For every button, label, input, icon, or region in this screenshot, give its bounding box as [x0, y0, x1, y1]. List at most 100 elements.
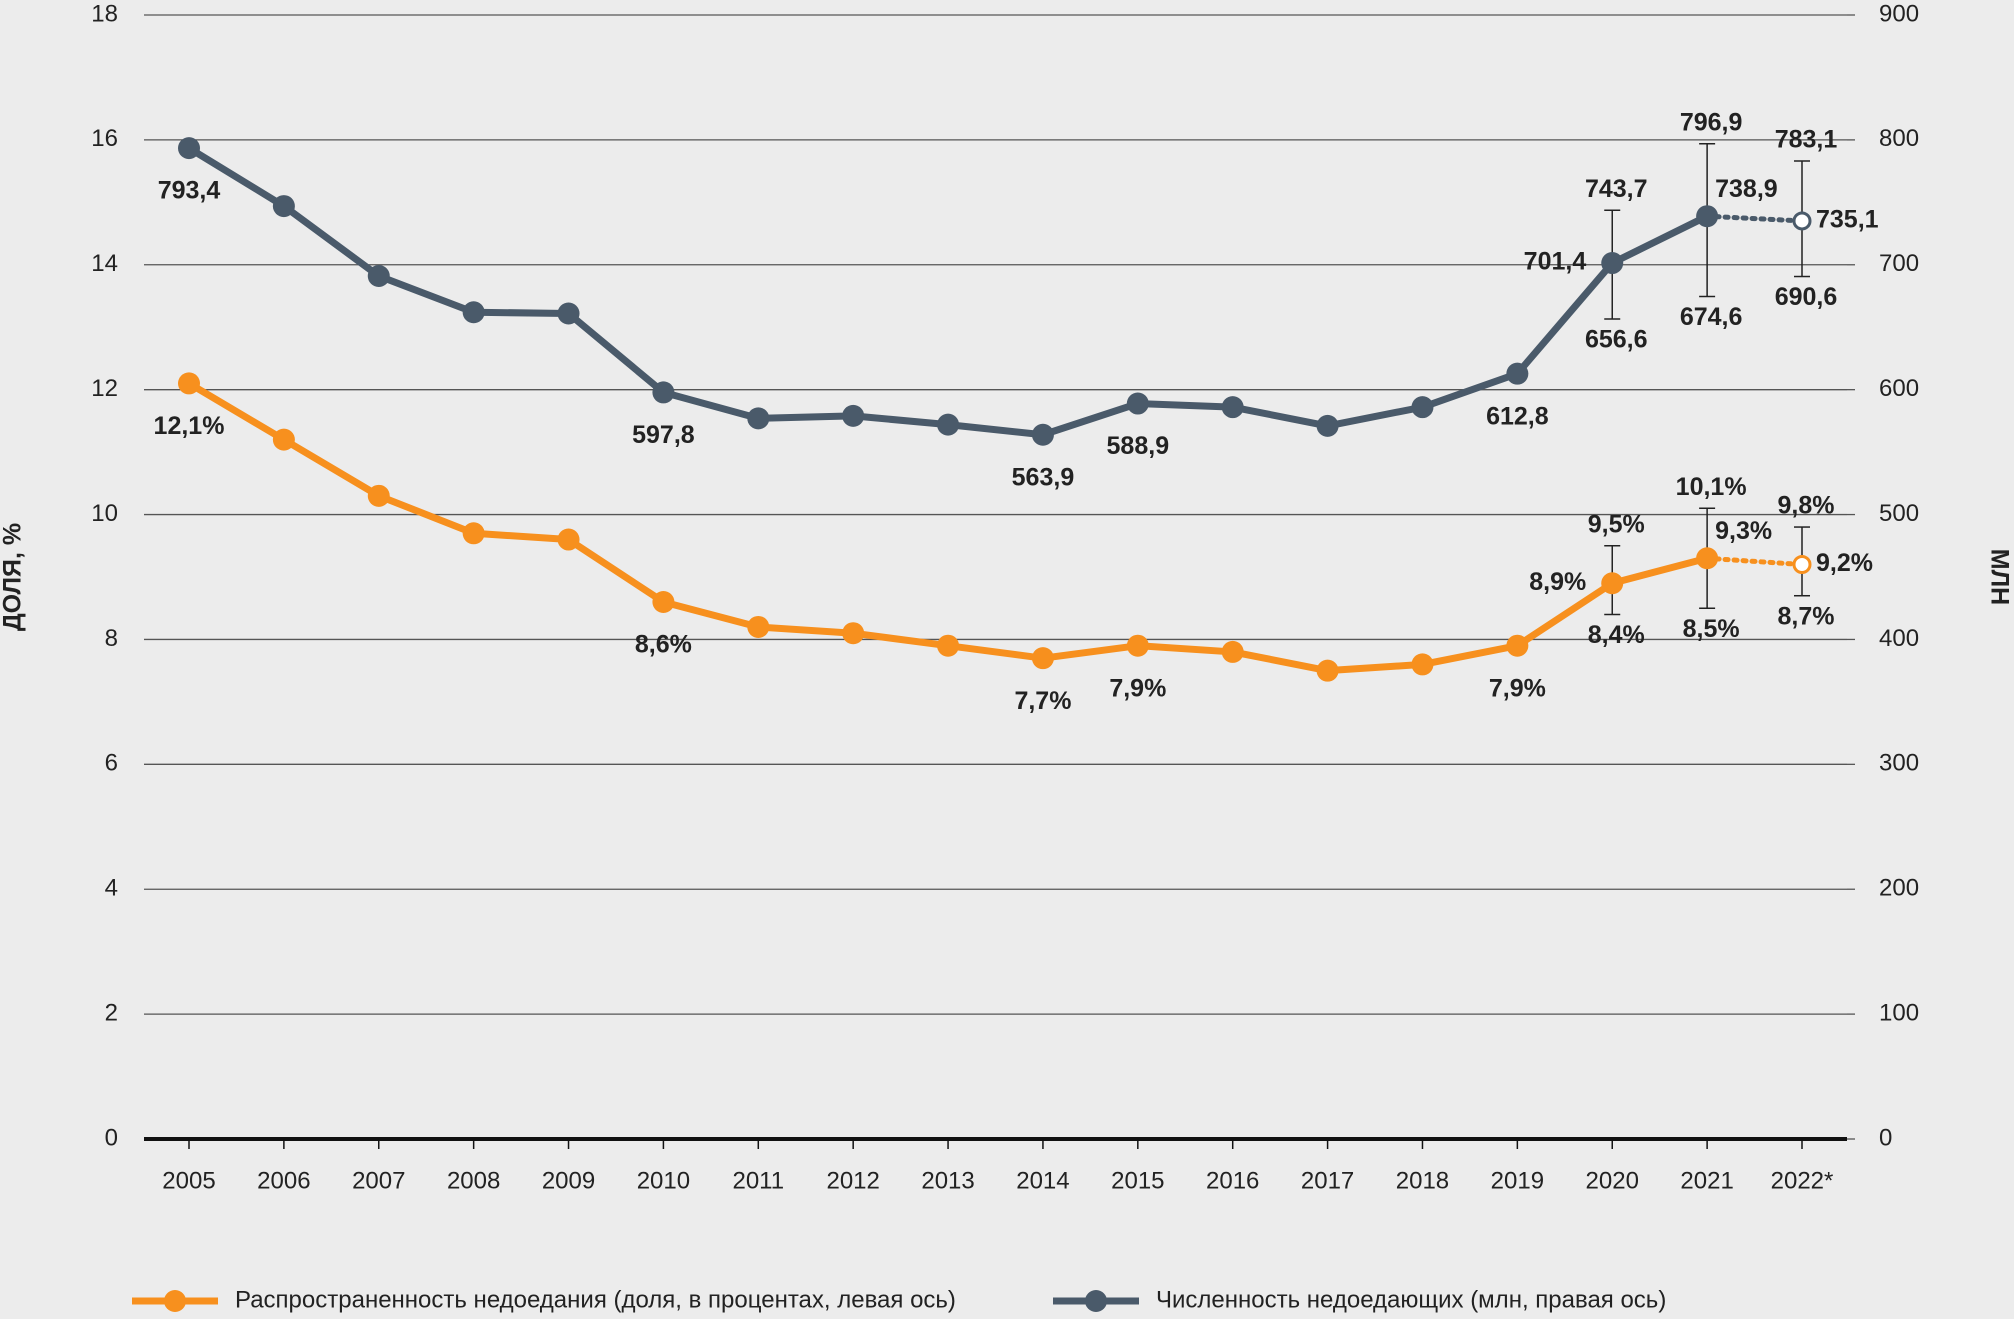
x-tick-label: 2014 — [1016, 1167, 1069, 1194]
x-tick-label: 2021 — [1680, 1167, 1733, 1194]
y-tick-label: 6 — [105, 750, 118, 777]
error-upper-label: 796,9 — [1680, 108, 1743, 136]
data-label: 8,6% — [635, 631, 692, 659]
point — [842, 404, 865, 427]
data-label: 612,8 — [1486, 402, 1549, 430]
y-tick-label: 18 — [91, 0, 118, 27]
data-label: 12,1% — [154, 412, 225, 440]
data-label: 7,7% — [1014, 687, 1071, 715]
legend-marker — [1085, 1290, 1107, 1312]
point — [842, 622, 865, 645]
x-tick-label: 2005 — [162, 1167, 215, 1194]
point — [1316, 414, 1339, 437]
legend-label: Распространенность недоедания (доля, в п… — [235, 1286, 956, 1313]
y-tick-label: 12 — [91, 375, 118, 402]
point — [1411, 653, 1434, 676]
y-tick-label: 14 — [91, 250, 118, 277]
y2-tick-label: 100 — [1879, 999, 1919, 1026]
y2-tick-label: 400 — [1879, 625, 1919, 652]
x-tick-label: 2022* — [1771, 1167, 1834, 1194]
dotted-line — [1704, 213, 1805, 224]
point — [1506, 362, 1529, 385]
x-tick-label: 2016 — [1206, 1167, 1259, 1194]
point — [1601, 252, 1624, 275]
x-tick-label: 2007 — [352, 1167, 405, 1194]
y-tick-label: 4 — [105, 875, 118, 902]
x-tick-label: 2019 — [1491, 1167, 1544, 1194]
point — [1221, 640, 1244, 663]
data-label: 735,1 — [1816, 206, 1879, 234]
point — [1411, 396, 1434, 419]
data-label: 588,9 — [1107, 432, 1170, 460]
data-label: 563,9 — [1012, 463, 1075, 491]
y2-tick-label: 500 — [1879, 500, 1919, 527]
error-upper-label: 10,1% — [1676, 473, 1747, 501]
error-upper-label: 9,8% — [1778, 492, 1835, 520]
point — [1221, 396, 1244, 419]
point — [1696, 205, 1719, 228]
x-tick-label: 2020 — [1586, 1167, 1639, 1194]
point — [1031, 647, 1054, 670]
y-tick-label: 0 — [105, 1124, 118, 1151]
data-label: 738,9 — [1715, 175, 1778, 203]
y2-axis-title: МЛН — [1985, 549, 2013, 605]
point — [652, 381, 675, 404]
point — [462, 522, 485, 545]
point — [1126, 634, 1149, 657]
data-label: 9,3% — [1715, 517, 1772, 545]
x-tick-label: 2009 — [542, 1167, 595, 1194]
x-tick-label: 2013 — [921, 1167, 974, 1194]
point — [937, 634, 960, 657]
point — [1601, 572, 1624, 595]
point — [462, 301, 485, 324]
point — [747, 407, 770, 430]
y-tick-label: 8 — [105, 625, 118, 652]
error-lower-label: 690,6 — [1775, 283, 1838, 311]
y2-tick-label: 0 — [1879, 1124, 1892, 1151]
point — [1031, 423, 1054, 446]
x-tick-label: 2006 — [257, 1167, 310, 1194]
x-tick-label: 2017 — [1301, 1167, 1354, 1194]
data-label: 793,4 — [158, 177, 221, 205]
data-label: 701,4 — [1524, 248, 1587, 276]
legend-marker — [164, 1290, 186, 1312]
x-tick-label: 2015 — [1111, 1167, 1164, 1194]
point — [652, 590, 675, 613]
x-tick-label: 2012 — [826, 1167, 879, 1194]
y2-tick-label: 800 — [1879, 125, 1919, 152]
data-label: 7,9% — [1489, 674, 1546, 702]
dotted-line — [1704, 555, 1805, 568]
error-lower-label: 674,6 — [1680, 303, 1743, 331]
error-lower-label: 8,4% — [1588, 621, 1645, 649]
legend-label: Численность недоедающих (млн, правая ось… — [1156, 1286, 1666, 1313]
point — [367, 484, 390, 507]
data-label: 597,8 — [632, 421, 695, 449]
point — [178, 137, 200, 160]
point — [367, 265, 390, 288]
error-lower-label: 8,7% — [1778, 602, 1835, 630]
x-tick-label: 2018 — [1396, 1167, 1449, 1194]
point — [1126, 392, 1149, 415]
y-tick-label: 10 — [91, 500, 118, 527]
point — [1792, 555, 1812, 575]
point — [1696, 547, 1719, 570]
y2-tick-label: 600 — [1879, 375, 1919, 402]
point — [272, 428, 295, 451]
y2-tick-label: 900 — [1879, 0, 1919, 27]
point — [178, 372, 200, 395]
error-upper-label: 9,5% — [1588, 510, 1645, 538]
y-tick-label: 16 — [91, 125, 118, 152]
data-label: 9,2% — [1816, 549, 1873, 577]
point — [1316, 659, 1339, 682]
error-upper-label: 783,1 — [1775, 126, 1838, 154]
point — [557, 302, 580, 325]
y-tick-label: 2 — [105, 999, 118, 1026]
point — [1792, 211, 1812, 231]
data-label: 7,9% — [1109, 674, 1166, 702]
x-tick-label: 2008 — [447, 1167, 500, 1194]
error-lower-label: 8,5% — [1683, 615, 1740, 643]
y-axis-title: ДОЛЯ, % — [0, 523, 27, 631]
point — [1506, 634, 1529, 657]
data-label: 8,9% — [1529, 568, 1586, 596]
